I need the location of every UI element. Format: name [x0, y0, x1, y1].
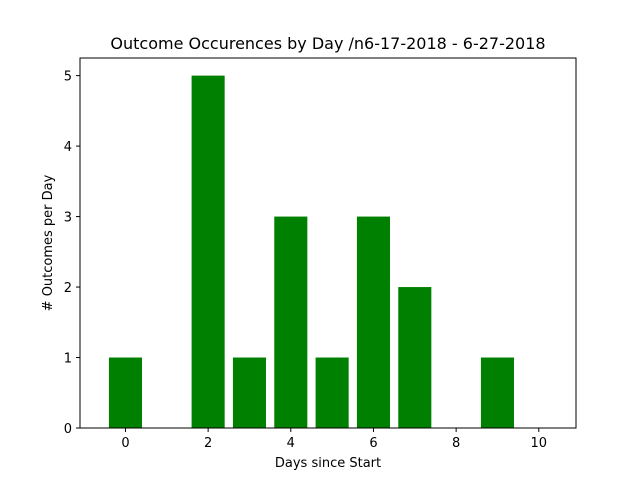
y-axis: 0 1 2 3 4 5 [64, 70, 80, 437]
y-tick-label: 5 [64, 70, 72, 85]
x-tick-label: 10 [531, 436, 548, 451]
bar-day-6 [356, 216, 390, 428]
y-tick-label: 0 [64, 422, 72, 437]
bar-day-4 [274, 216, 308, 428]
x-tick-label: 6 [369, 436, 377, 451]
chart-title: Outcome Occurences by Day /n6-17-2018 - … [110, 34, 545, 53]
bar-day-9 [480, 357, 514, 428]
x-axis-label: Days since Start [275, 456, 381, 471]
x-tick-label: 8 [452, 436, 460, 451]
x-tick-label: 2 [204, 436, 212, 451]
y-tick-label: 3 [64, 211, 72, 226]
y-tick-label: 4 [64, 140, 72, 155]
x-axis: 0 2 4 6 8 10 [121, 428, 547, 451]
bar-day-7 [398, 287, 432, 428]
y-tick-label: 1 [64, 352, 72, 367]
x-tick-label: 4 [287, 436, 295, 451]
bars-group [108, 75, 514, 428]
x-tick-label: 0 [121, 436, 129, 451]
bar-day-0 [108, 357, 142, 428]
bar-day-2 [191, 75, 225, 428]
bar-day-5 [315, 357, 349, 428]
bar-day-3 [232, 357, 266, 428]
plot-frame [79, 57, 577, 429]
y-axis-label: # Outcomes per Day [41, 174, 56, 311]
y-tick-label: 2 [64, 281, 72, 296]
